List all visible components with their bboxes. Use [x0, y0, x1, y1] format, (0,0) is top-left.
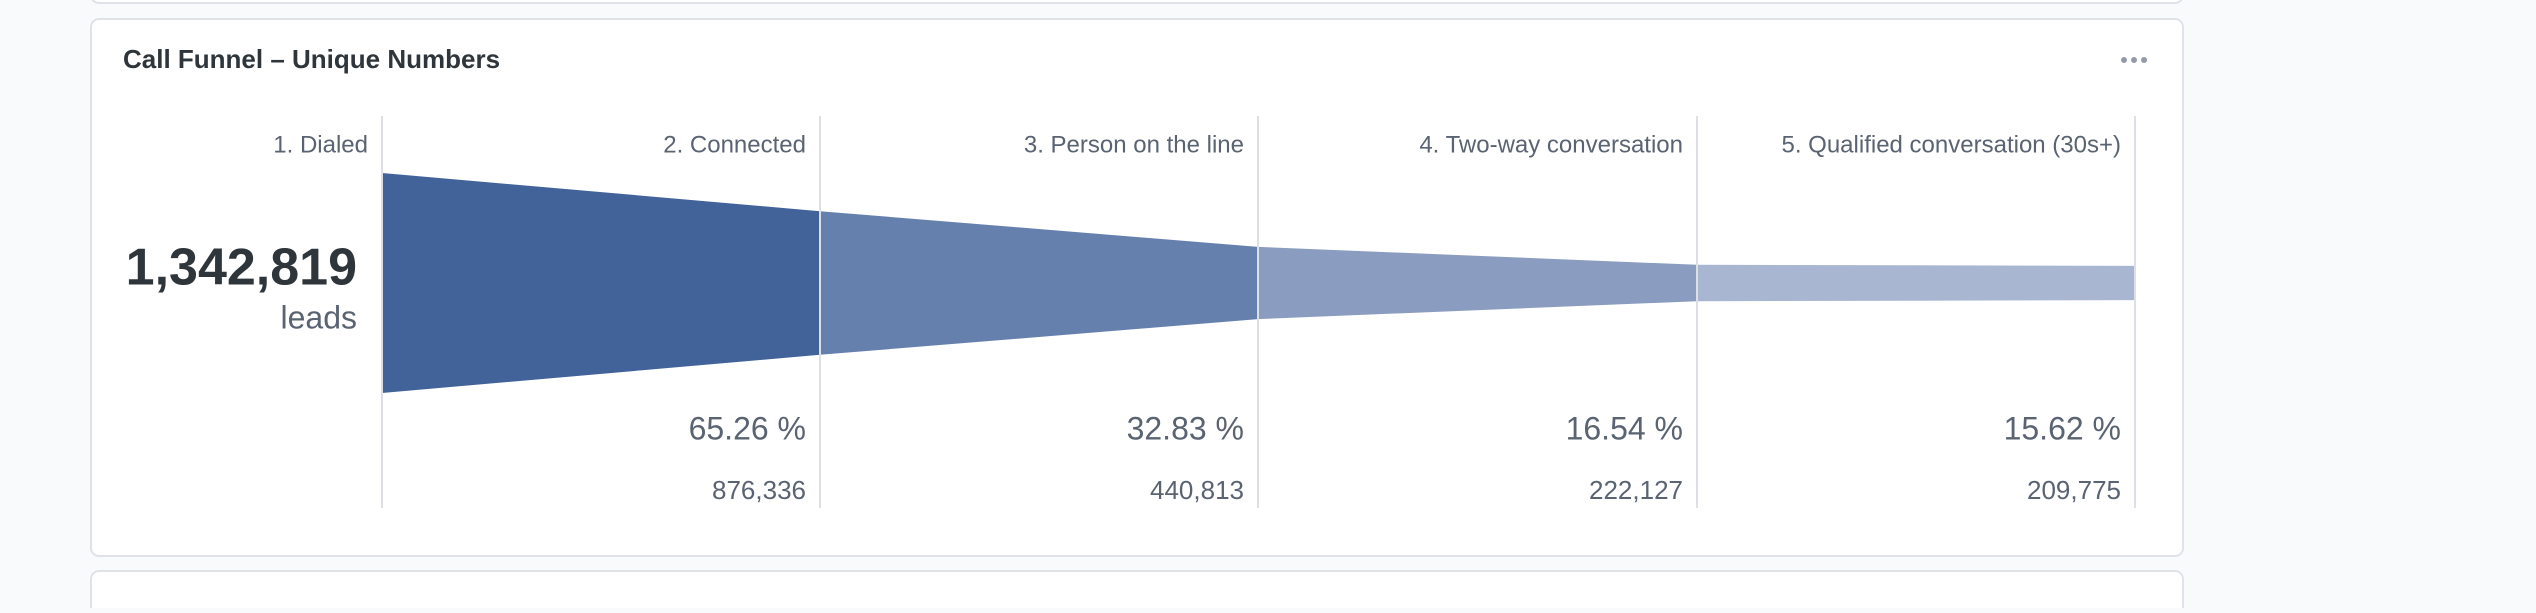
card-above	[91, 0, 2183, 4]
card-below	[90, 570, 2184, 613]
value-label: 876,336	[712, 475, 806, 505]
value-label: 440,813	[1150, 475, 1244, 505]
unit-label: leads	[281, 299, 358, 335]
percent-label: 32.83 %	[1127, 410, 1244, 446]
stage-label: 4. Two-way conversation	[1419, 131, 1683, 158]
card-title: Call Funnel – Unique Numbers	[123, 44, 500, 74]
value-label: 222,127	[1589, 475, 1683, 505]
stage-label: 5. Qualified conversation (30s+)	[1781, 131, 2121, 158]
percent-label: 65.26 %	[689, 410, 806, 446]
funnel-segment	[820, 211, 1258, 355]
percent-label: 16.54 %	[1566, 410, 1683, 446]
percent-label: 15.62 %	[2004, 410, 2121, 446]
total-value: 1,342,819	[126, 239, 357, 297]
funnel-segment	[382, 173, 820, 393]
card-menu[interactable]	[2121, 57, 2147, 63]
stage-label: 1. Dialed	[273, 131, 368, 158]
stage-label: 3. Person on the line	[1024, 131, 1244, 158]
funnel-segment	[1258, 246, 1697, 320]
stage-label: 2. Connected	[663, 131, 806, 158]
funnel-segment	[1697, 264, 2135, 302]
value-label: 209,775	[2027, 475, 2121, 505]
